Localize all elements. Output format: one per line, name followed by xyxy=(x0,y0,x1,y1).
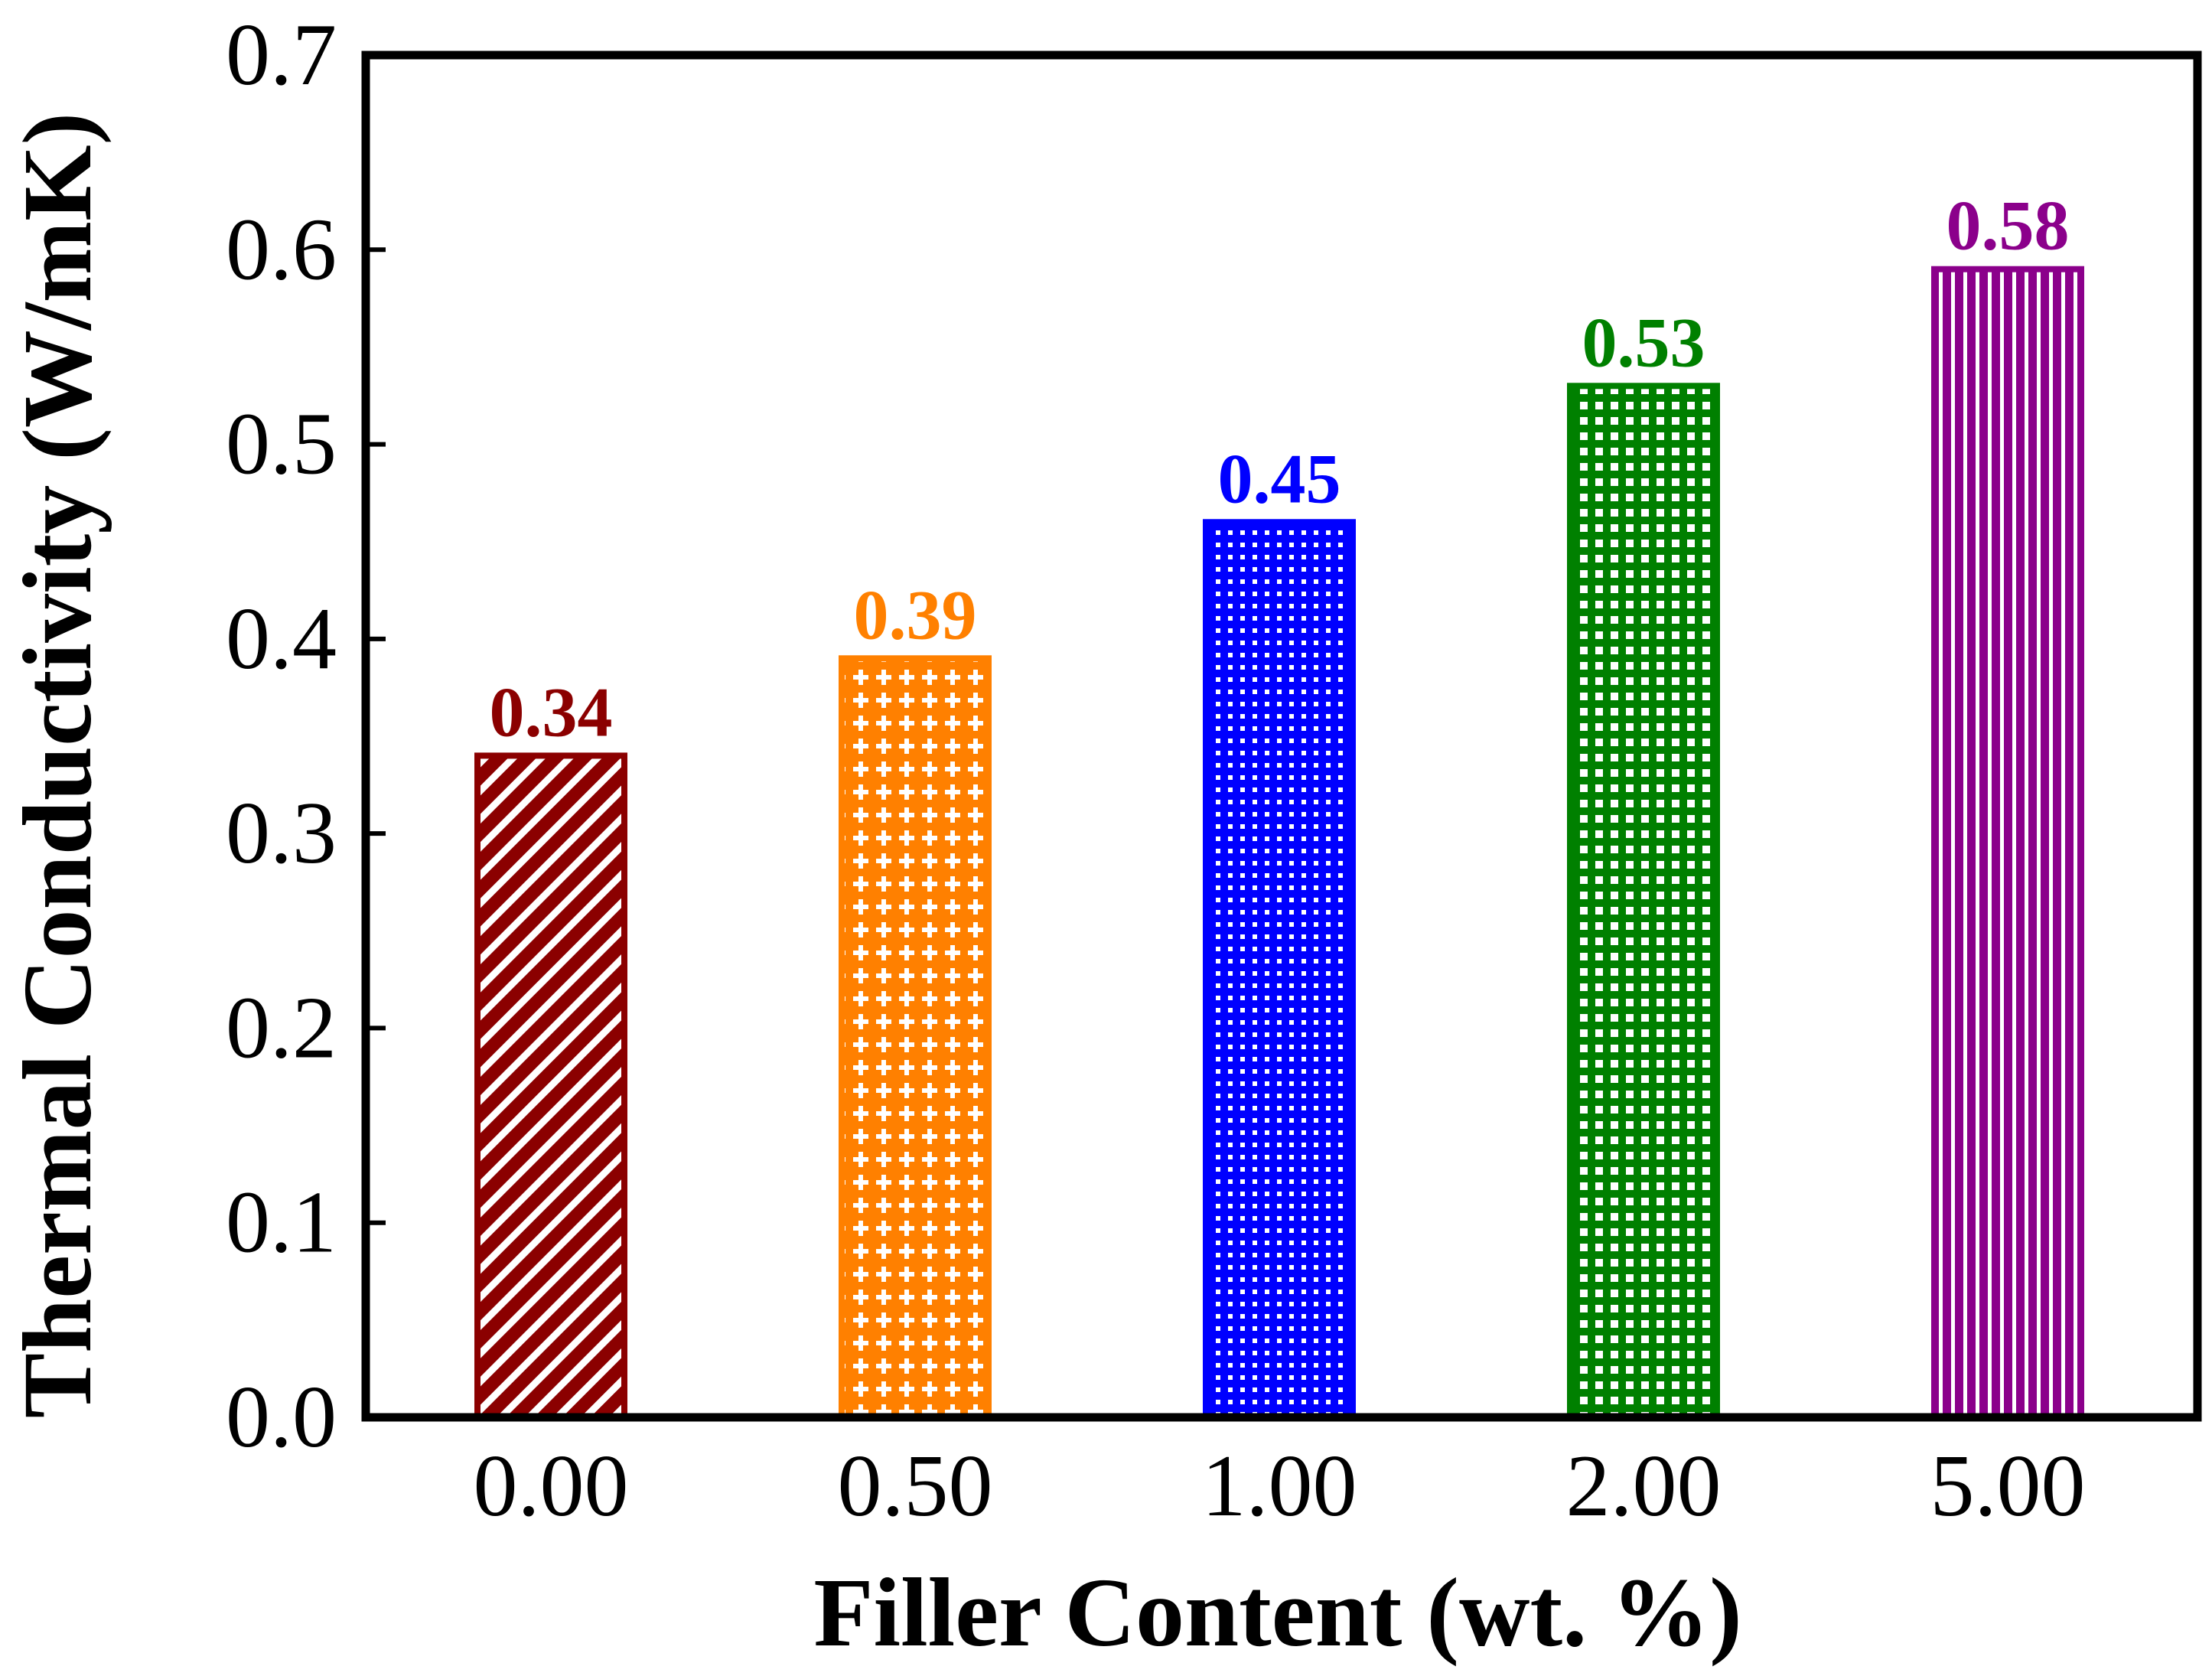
plot-frame xyxy=(361,51,2202,1422)
x-tick-label: 2.00 xyxy=(1566,1437,1722,1535)
y-tick-label: 0.1 xyxy=(226,1174,337,1272)
y-tick-label: 0.6 xyxy=(226,201,337,298)
bars-layer xyxy=(474,266,2084,1421)
bar-0.50 xyxy=(839,655,992,1420)
y-tick-label: 0.4 xyxy=(226,590,337,688)
y-tick-label: 0.0 xyxy=(226,1368,337,1466)
x-axis-title: Filler Content (wt. %) xyxy=(813,1558,1741,1667)
bar-5.00 xyxy=(1931,266,2084,1421)
data-label-0.00: 0.34 xyxy=(490,673,613,751)
data-label-0.50: 0.39 xyxy=(854,576,977,654)
ticks-layer: 0.0 0.1 0.2 0.3 0.4 0.5 0.6 0.7 0.00 0.50 1.00 2.00… xyxy=(226,6,2086,1535)
data-label-1.00: 0.45 xyxy=(1218,439,1341,517)
data-label-2.00: 0.53 xyxy=(1582,303,1705,381)
x-tick-label: 5.00 xyxy=(1930,1437,2086,1535)
bar-1.00 xyxy=(1203,519,1356,1420)
x-tick-label: 1.00 xyxy=(1202,1437,1357,1535)
y-tick-label: 0.2 xyxy=(226,979,337,1077)
x-tick-label: 0.50 xyxy=(838,1437,993,1535)
y-tick-label: 0.5 xyxy=(226,396,337,494)
x-tick-label: 0.00 xyxy=(474,1437,629,1535)
bar-0.00 xyxy=(474,752,627,1420)
y-axis-title: Thermal Conductivity (W/mK) xyxy=(3,112,112,1419)
data-labels-layer: 0.34 0.39 0.45 0.53 0.58 xyxy=(490,187,2070,752)
data-label-5.00: 0.58 xyxy=(1946,187,2070,265)
y-tick-label: 0.7 xyxy=(226,6,337,104)
bar-2.00 xyxy=(1567,383,1720,1420)
y-tick-label: 0.3 xyxy=(226,784,337,882)
